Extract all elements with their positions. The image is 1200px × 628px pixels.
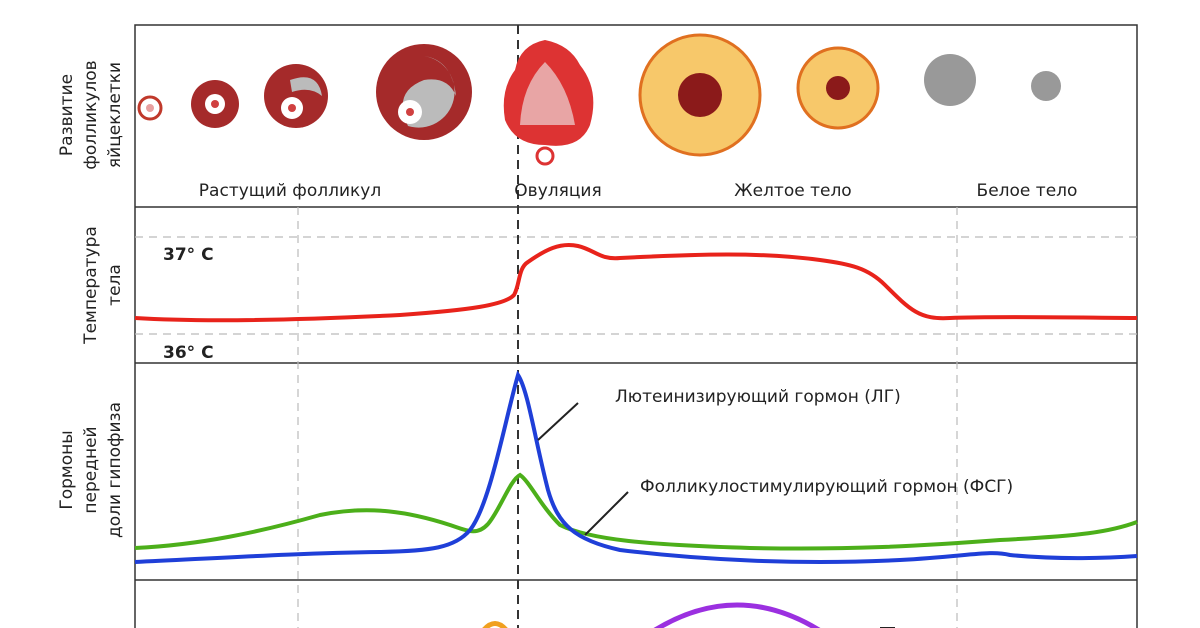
lh-curve [134, 370, 1138, 564]
antrum [290, 77, 322, 96]
oocyte-core [406, 108, 414, 116]
panel-label: тела [105, 264, 125, 306]
temp-low: 36° C [163, 343, 214, 363]
panel-label: фолликулов [81, 60, 101, 169]
panel-label: Развитие [57, 74, 77, 156]
panel-label: Температура [81, 226, 101, 345]
follicle [264, 64, 328, 128]
stage-label: Белое тело [977, 181, 1078, 201]
progesterone-curve [653, 602, 821, 628]
stage-label: Растущий фолликул [199, 181, 381, 201]
oocyte-core [288, 104, 296, 112]
temperature-curve [134, 243, 1138, 323]
fsh-label: Фолликулостимулирующий гормон (ФСГ) [640, 477, 1013, 497]
panel-label: доли гипофиза [105, 402, 125, 538]
frame-box [134, 24, 1138, 628]
side-labels: Развитие фолликулов яйцеклетки Температура т… [57, 60, 125, 538]
oocyte [146, 104, 154, 112]
corpus-center [678, 73, 722, 117]
panel-label: яйцеклетки [105, 62, 125, 168]
lh-label: Лютеинизирующий гормон (ЛГ) [615, 387, 901, 407]
stage-label: Овуляция [514, 181, 601, 201]
pointer [537, 402, 579, 441]
temp-high: 37° C [163, 245, 214, 265]
stage-label: Желтое тело [734, 181, 851, 201]
corpus-albicans [1031, 71, 1061, 101]
oocyte-core [211, 100, 219, 108]
fsh-curve [134, 472, 1138, 551]
guides [135, 207, 1137, 628]
panel-label: Гормоны [57, 430, 77, 509]
estrogen-curve [482, 621, 508, 628]
panel-label: передней [81, 426, 101, 513]
corpus-albicans [924, 54, 976, 106]
corpus-center [826, 76, 850, 100]
ruptured-inner [520, 62, 575, 125]
pointer [584, 491, 629, 536]
frame [134, 24, 1138, 628]
follicles [137, 33, 1061, 166]
oocyte [535, 146, 555, 166]
